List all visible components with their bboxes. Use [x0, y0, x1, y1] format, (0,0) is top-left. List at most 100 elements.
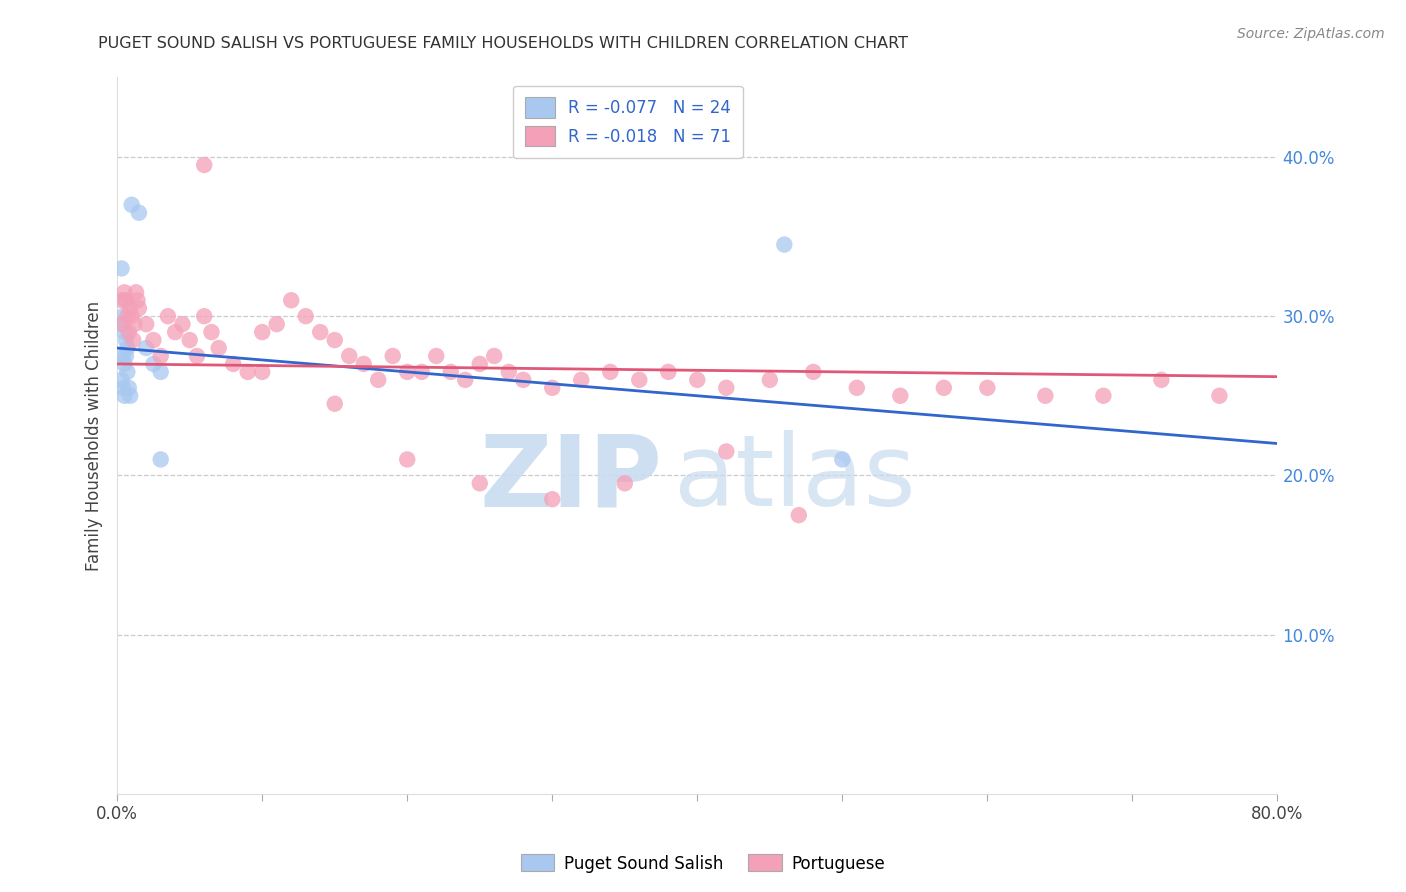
Text: PUGET SOUND SALISH VS PORTUGUESE FAMILY HOUSEHOLDS WITH CHILDREN CORRELATION CHA: PUGET SOUND SALISH VS PORTUGUESE FAMILY … — [98, 36, 908, 51]
Point — [121, 309, 143, 323]
Point — [716, 444, 738, 458]
Point — [787, 508, 810, 523]
Point — [118, 381, 141, 395]
Point — [111, 317, 134, 331]
Point — [381, 349, 404, 363]
Point — [599, 365, 621, 379]
Point — [280, 293, 302, 308]
Point — [122, 333, 145, 347]
Point — [541, 381, 564, 395]
Point — [117, 365, 139, 379]
Point — [468, 357, 491, 371]
Point — [149, 349, 172, 363]
Point — [236, 365, 259, 379]
Point — [111, 381, 134, 395]
Point — [976, 381, 998, 395]
Point — [686, 373, 709, 387]
Point — [186, 349, 208, 363]
Point — [115, 293, 138, 308]
Legend: R = -0.077   N = 24, R = -0.018   N = 71: R = -0.077 N = 24, R = -0.018 N = 71 — [513, 86, 742, 158]
Point — [124, 317, 146, 331]
Point — [294, 309, 316, 323]
Point — [179, 333, 201, 347]
Point — [759, 373, 782, 387]
Point — [193, 309, 215, 323]
Point — [121, 198, 143, 212]
Point — [127, 293, 149, 308]
Point — [128, 205, 150, 219]
Point — [135, 317, 157, 331]
Point — [353, 357, 375, 371]
Point — [115, 349, 138, 363]
Point — [657, 365, 679, 379]
Point — [110, 261, 132, 276]
Point — [250, 325, 273, 339]
Point — [716, 381, 738, 395]
Point — [1092, 389, 1115, 403]
Point — [1150, 373, 1173, 387]
Point — [110, 317, 132, 331]
Point — [440, 365, 463, 379]
Point — [367, 373, 389, 387]
Text: ZIP: ZIP — [479, 430, 662, 527]
Point — [845, 381, 868, 395]
Point — [1033, 389, 1056, 403]
Point — [117, 341, 139, 355]
Point — [125, 285, 148, 300]
Point — [512, 373, 534, 387]
Point — [323, 397, 346, 411]
Point — [200, 325, 222, 339]
Point — [120, 389, 142, 403]
Point — [117, 309, 139, 323]
Point — [266, 317, 288, 331]
Y-axis label: Family Households with Children: Family Households with Children — [86, 301, 103, 571]
Point — [541, 492, 564, 507]
Point — [111, 309, 134, 323]
Point — [120, 301, 142, 316]
Point — [468, 476, 491, 491]
Legend: Puget Sound Salish, Portuguese: Puget Sound Salish, Portuguese — [515, 847, 891, 880]
Point — [142, 357, 165, 371]
Point — [156, 309, 179, 323]
Point — [193, 158, 215, 172]
Point — [932, 381, 955, 395]
Point — [110, 373, 132, 387]
Point — [569, 373, 592, 387]
Point — [149, 365, 172, 379]
Text: Source: ZipAtlas.com: Source: ZipAtlas.com — [1237, 27, 1385, 41]
Point — [111, 349, 134, 363]
Point — [831, 452, 853, 467]
Point — [172, 317, 194, 331]
Point — [208, 341, 231, 355]
Point — [115, 333, 138, 347]
Point — [411, 365, 433, 379]
Point — [114, 389, 136, 403]
Point — [114, 325, 136, 339]
Point — [396, 365, 419, 379]
Point — [135, 341, 157, 355]
Point — [250, 365, 273, 379]
Point — [889, 389, 911, 403]
Point — [396, 452, 419, 467]
Point — [498, 365, 520, 379]
Point — [118, 325, 141, 339]
Point — [309, 325, 332, 339]
Point — [114, 357, 136, 371]
Point — [165, 325, 187, 339]
Point — [114, 285, 136, 300]
Text: atlas: atlas — [673, 430, 915, 527]
Point — [110, 293, 132, 308]
Point — [801, 365, 824, 379]
Point — [484, 349, 506, 363]
Point — [115, 293, 138, 308]
Point — [128, 301, 150, 316]
Point — [425, 349, 447, 363]
Point — [613, 476, 636, 491]
Point — [1208, 389, 1230, 403]
Point — [337, 349, 360, 363]
Point — [323, 333, 346, 347]
Point — [773, 237, 796, 252]
Point — [149, 452, 172, 467]
Point — [628, 373, 651, 387]
Point — [142, 333, 165, 347]
